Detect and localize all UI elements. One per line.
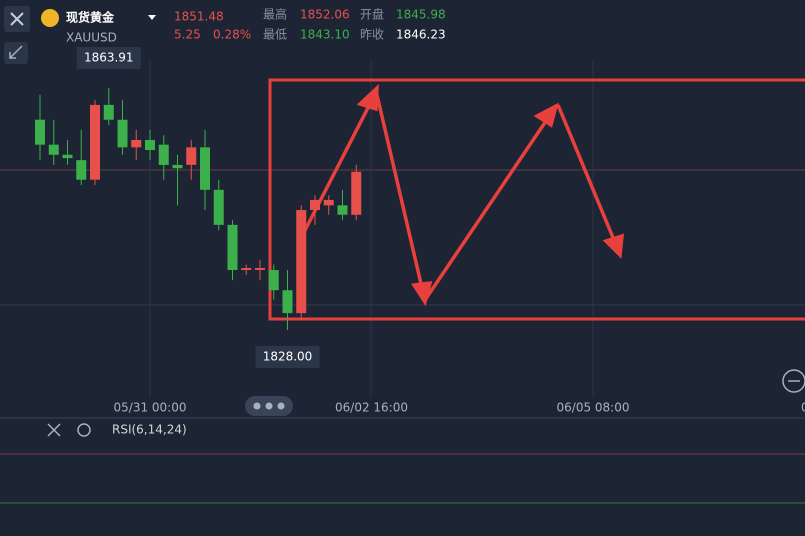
collapse-icon: [9, 45, 23, 59]
candle-body: [172, 164, 183, 169]
dot: [277, 402, 285, 410]
close-indicator[interactable]: [47, 423, 61, 437]
x-tick-label: 05/31 00:00: [114, 401, 187, 415]
stat-value: 1846.23: [396, 28, 446, 42]
candle-body: [35, 119, 45, 145]
candle-body: [227, 224, 238, 271]
last-price: 1851.48: [174, 10, 224, 24]
candle-body: [90, 104, 100, 180]
candle-body: [337, 205, 348, 215]
x-tick-label: 06/02 16:00: [335, 401, 408, 415]
candle-body: [213, 189, 224, 225]
zoom-out-button[interactable]: [782, 369, 805, 393]
highlight-box: [268, 78, 805, 321]
candle-body: [351, 171, 362, 215]
stat-label: 开盘: [360, 7, 384, 22]
arrow-head: [602, 233, 625, 259]
instrument-code: XAUUSD: [66, 31, 117, 45]
candle-body: [62, 154, 73, 159]
candle-body: [158, 144, 169, 165]
candle-body: [200, 147, 210, 190]
label-box: [76, 46, 141, 69]
candle-body: [131, 139, 142, 148]
arrow-line: [556, 104, 616, 241]
dropdown-icon[interactable]: [148, 15, 156, 20]
arrow-line: [375, 94, 424, 289]
arrow-head: [533, 102, 559, 128]
low-label: 1828.00: [263, 350, 313, 364]
candle-body: [255, 267, 265, 271]
candle-body: [310, 199, 320, 211]
high-label: 1863.91: [84, 50, 134, 64]
price-change: 5.25: [174, 28, 201, 42]
forecast-arrows: [298, 83, 625, 307]
instrument-title[interactable]: 现货黄金: [66, 10, 115, 25]
close-icon: [10, 12, 24, 26]
stat-value: 1852.06: [300, 8, 350, 22]
candle-body: [103, 104, 114, 120]
candle-body: [117, 119, 128, 148]
candle-body: [76, 160, 87, 180]
candle-body: [145, 139, 155, 151]
stat-value: 1845.98: [396, 8, 446, 22]
label-box: [255, 346, 320, 369]
indicator-name: RSI(6,14,24): [112, 423, 187, 437]
stat-value: 1843.10: [300, 28, 350, 42]
arrow-line: [298, 99, 374, 241]
price-change-pct: 0.28%: [213, 28, 251, 42]
candle-body: [323, 199, 334, 206]
stat-label: 最低: [263, 28, 287, 42]
candle-body: [186, 147, 197, 165]
dot: [265, 402, 273, 410]
x-tick-label: 06/05 08:00: [557, 401, 630, 415]
stat-label: 昨收: [360, 28, 384, 42]
candle-body: [282, 290, 293, 314]
dot: [253, 402, 261, 410]
x-tick-label: 06/0: [801, 401, 805, 415]
candle-body: [296, 210, 307, 314]
candle-body: [241, 267, 252, 271]
gold-icon: [41, 9, 59, 27]
stat-label: 最高: [263, 7, 287, 22]
candle-body: [268, 270, 279, 291]
settings-icon[interactable]: [77, 423, 91, 437]
arrow-line: [423, 117, 550, 301]
candle-body: [48, 144, 59, 155]
